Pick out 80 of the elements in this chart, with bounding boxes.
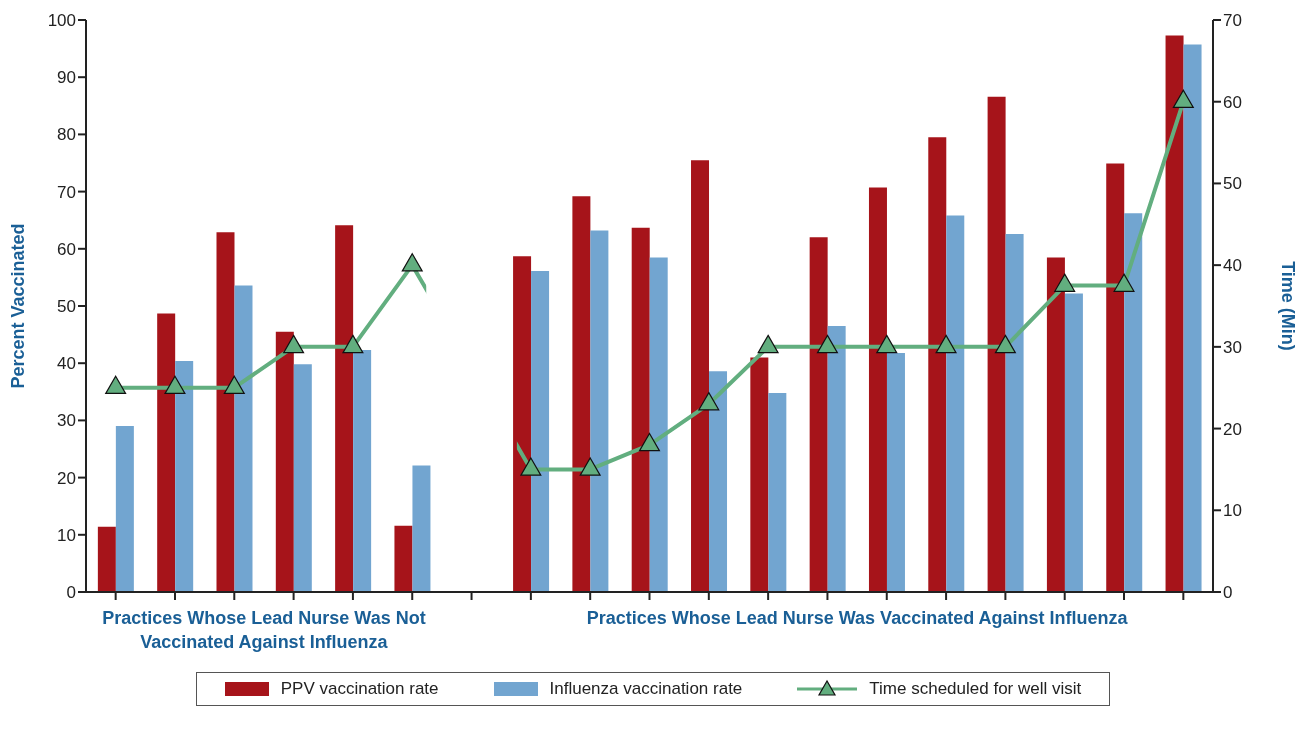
bar (275, 331, 294, 592)
bar (691, 160, 710, 592)
bar (216, 232, 235, 592)
bar (293, 364, 312, 592)
point (876, 334, 898, 354)
y2-tick-label: 10 (1223, 501, 1242, 521)
point (223, 375, 245, 395)
bar (1046, 257, 1065, 592)
bar (886, 352, 905, 592)
bar (1124, 213, 1143, 592)
point (935, 334, 957, 354)
y-tick-label: 70 (57, 182, 76, 202)
point (105, 375, 127, 395)
point (1113, 273, 1135, 292)
y-tick-label: 60 (57, 239, 76, 259)
bar (115, 426, 134, 592)
y2-tick-label: 0 (1223, 583, 1233, 603)
bar (531, 271, 550, 592)
y-tick-label: 100 (47, 11, 76, 31)
bar (868, 187, 887, 592)
bar (1183, 44, 1202, 592)
bar (928, 137, 947, 592)
bar (353, 350, 372, 592)
bar (513, 256, 532, 592)
point (579, 457, 601, 476)
y-tick-label: 30 (57, 411, 76, 431)
bar (768, 392, 787, 592)
bar (157, 313, 176, 592)
y2-axis-title: Time (Min) (1277, 261, 1298, 351)
bar (809, 237, 828, 592)
y2-tick-label: 50 (1223, 174, 1242, 194)
bar (649, 257, 668, 592)
bar (335, 225, 354, 592)
y-tick-label: 40 (57, 354, 76, 374)
point (638, 432, 661, 452)
point (698, 392, 720, 411)
y-tick-label: 50 (57, 297, 76, 317)
legend-label: Influenza vaccination rate (549, 679, 743, 699)
bar (1064, 293, 1083, 592)
y2-tick-label: 30 (1223, 337, 1242, 357)
y2-tick-label: 20 (1223, 419, 1242, 439)
point (1172, 89, 1194, 109)
bar (572, 196, 591, 592)
text: Practices Whose Lead Nurse Was Not Vaccinated Against Influenza (101, 607, 427, 654)
y-tick-label: 20 (57, 468, 76, 488)
bar (1005, 233, 1024, 592)
legend-label: PPV vaccination rate (280, 679, 439, 699)
point (401, 253, 423, 272)
point (520, 457, 542, 476)
y-tick-label: 10 (57, 525, 76, 545)
bar (1165, 35, 1184, 592)
y2-tick-label: 70 (1223, 11, 1242, 31)
bar (412, 465, 431, 592)
bar (987, 96, 1006, 592)
legend-label: Time scheduled for well visit (869, 679, 1082, 699)
point (1054, 273, 1076, 292)
bar (631, 227, 650, 592)
point (342, 334, 364, 354)
bar (750, 357, 769, 592)
bar (590, 230, 609, 592)
text: Practices Whose Lead Nurse Was Vaccinated Against Influenza (585, 607, 1129, 630)
bar (827, 326, 846, 592)
y2-tick-label: 40 (1223, 256, 1242, 276)
bar (1106, 163, 1125, 592)
y-tick-label: 80 (57, 125, 76, 145)
y2-tick-label: 60 (1223, 92, 1242, 112)
y-tick-label: 0 (66, 583, 76, 603)
y-axis-title: Percent Vaccinated (8, 223, 29, 389)
bar (97, 526, 116, 592)
bar (234, 285, 253, 592)
point (994, 334, 1016, 354)
point (757, 334, 779, 354)
point (816, 334, 838, 354)
bar (709, 371, 728, 592)
bar (175, 360, 194, 592)
y-tick-label: 90 (57, 68, 76, 88)
bar (946, 215, 965, 592)
point (283, 334, 305, 354)
bar (394, 525, 413, 592)
point (164, 375, 186, 395)
